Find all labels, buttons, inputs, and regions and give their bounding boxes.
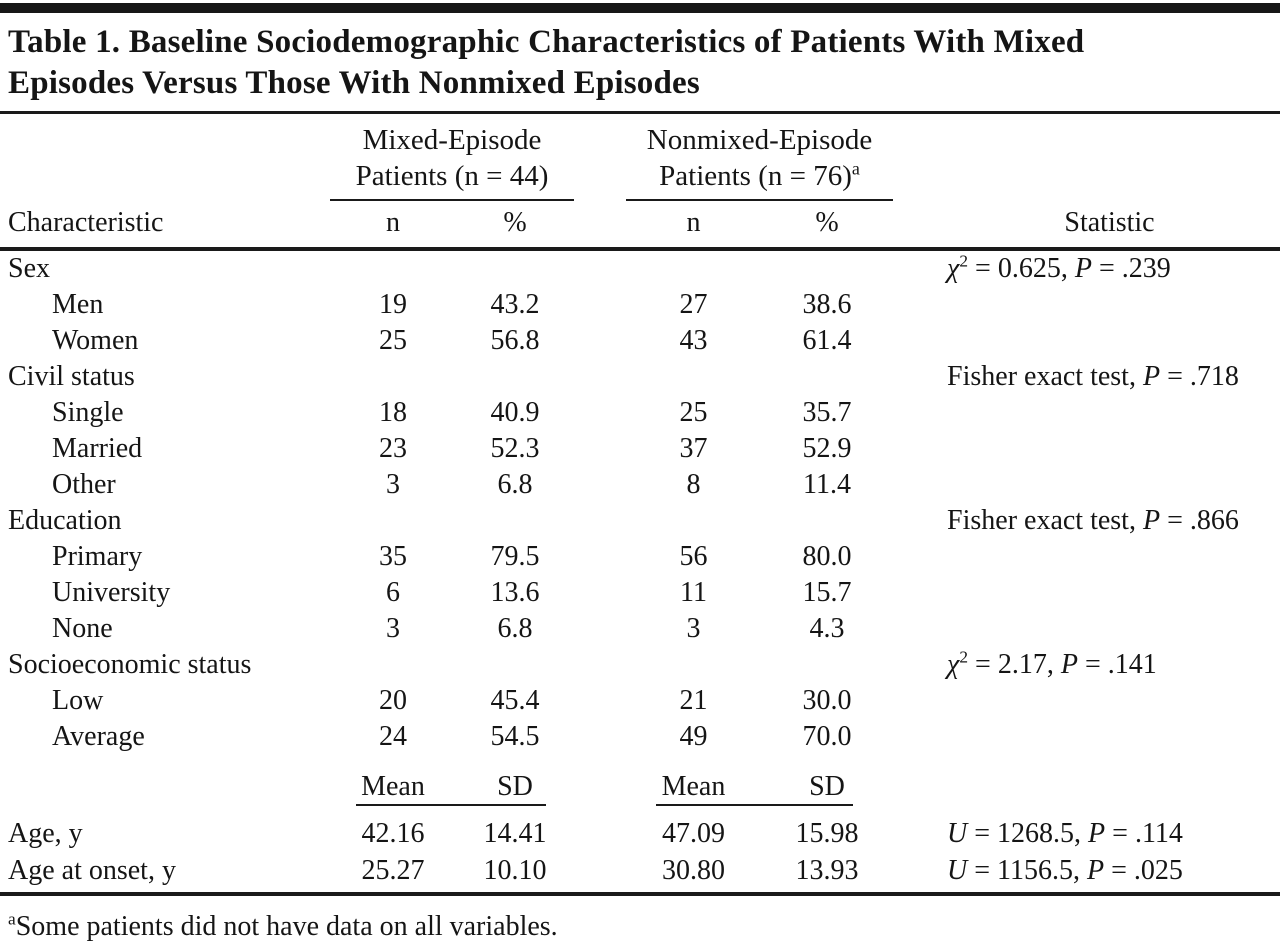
group1-mean-header: Mean xyxy=(361,771,425,802)
group1-header-cell: Mixed-Episode Patients (n = 44) xyxy=(330,114,574,201)
table-row-women: Women 25 56.8 43 61.4 xyxy=(0,323,1280,359)
characteristic-header: Characteristic xyxy=(0,201,330,251)
empty-cell xyxy=(893,114,1280,201)
mean-sd-underline-row xyxy=(0,803,1280,815)
group2-mean-sd-rule xyxy=(656,803,854,806)
row-label: University xyxy=(52,577,171,608)
group2-header: Nonmixed-Episode Patients (n = 76)a xyxy=(626,122,894,201)
group2-line1: Nonmixed-Episode xyxy=(646,124,873,156)
table-row-men: Men 19 43.2 27 38.6 xyxy=(0,287,1280,323)
table-row-none: None 3 6.8 3 4.3 xyxy=(0,611,1280,647)
group1-line1: Mixed-Episode xyxy=(362,124,542,156)
statistic-cell: Fisher exact test, P = .718 xyxy=(947,361,1239,392)
group2-line2: Patients (n = 76)a xyxy=(659,158,860,192)
group1-sd-header: SD xyxy=(497,771,533,802)
table-row-other: Other 3 6.8 8 11.4 xyxy=(0,467,1280,503)
row-label: Low xyxy=(52,685,104,716)
column-gap xyxy=(574,114,626,201)
row-label: Education xyxy=(8,505,122,536)
row-label: Primary xyxy=(52,541,143,572)
group-header-row: Mixed-Episode Patients (n = 44) Nonmixed… xyxy=(0,114,1280,201)
footnote-text: Some patients did not have data on all v… xyxy=(15,911,558,942)
row-label: Men xyxy=(52,289,104,320)
table-row-socioeconomic-status: Socioeconomic status χ2 = 2.17, P = .141 xyxy=(0,647,1280,683)
row-label: Average xyxy=(52,721,145,752)
table-footnote: aSome patients did not have data on all … xyxy=(0,896,1280,952)
row-label: Single xyxy=(52,397,124,428)
column-gap xyxy=(574,201,626,251)
table-row-sex: Sex χ2 = 0.625, P = .239 xyxy=(0,249,1280,287)
table-row-single: Single 18 40.9 25 35.7 xyxy=(0,395,1280,431)
group2-pct-header: % xyxy=(761,201,894,251)
table-row-age-at-onset: Age at onset, y 25.27 10.10 30.80 13.93 … xyxy=(0,852,1280,896)
empty-cell xyxy=(0,114,330,201)
footnote-marker: a xyxy=(851,158,860,179)
statistic-header: Statistic xyxy=(893,201,1280,251)
row-label: None xyxy=(52,613,113,644)
table-row-married: Married 23 52.3 37 52.9 xyxy=(0,431,1280,467)
row-label: Civil status xyxy=(8,361,135,392)
table-title-line1: Table 1. Baseline Sociodemographic Chara… xyxy=(8,24,1085,60)
group1-mean-sd-rule xyxy=(356,803,546,806)
baseline-characteristics-table: Mixed-Episode Patients (n = 44) Nonmixed… xyxy=(0,114,1280,896)
group1-line2: Patients (n = 44) xyxy=(355,160,549,192)
table-row-civil-status: Civil status Fisher exact test, P = .718 xyxy=(0,359,1280,395)
table-title-line2: Episodes Versus Those With Nonmixed Epis… xyxy=(8,65,700,101)
group2-mean-header: Mean xyxy=(661,771,726,802)
group2-sd-header: SD xyxy=(809,771,845,802)
statistic-cell: U = 1156.5, P = .025 xyxy=(893,852,1280,896)
row-label: Married xyxy=(52,433,143,464)
row-label: Age at onset, y xyxy=(0,852,330,896)
row-label: Women xyxy=(52,325,139,356)
row-label: Sex xyxy=(8,253,50,284)
statistic-cell: U = 1268.5, P = .114 xyxy=(947,818,1183,849)
table-header: Mixed-Episode Patients (n = 44) Nonmixed… xyxy=(0,114,1280,251)
column-header-row: Characteristic n % n % Statistic xyxy=(0,201,1280,251)
group1-header: Mixed-Episode Patients (n = 44) xyxy=(330,122,574,201)
table-row-education: Education Fisher exact test, P = .866 xyxy=(0,503,1280,539)
table-row-average: Average 24 54.5 49 70.0 xyxy=(0,719,1280,755)
row-label: Age, y xyxy=(8,818,83,849)
table-body: Sex χ2 = 0.625, P = .239 Men 19 43.2 27 … xyxy=(0,249,1280,896)
group2-n-header: n xyxy=(626,201,761,251)
footnote-marker: a xyxy=(8,909,16,929)
group1-n-header: n xyxy=(330,201,456,251)
statistic-cell: χ2 = 0.625, P = .239 xyxy=(947,251,1171,284)
group2-header-cell: Nonmixed-Episode Patients (n = 76)a xyxy=(626,114,894,201)
table-row-university: University 6 13.6 11 15.7 xyxy=(0,575,1280,611)
statistic-cell: χ2 = 2.17, P = .141 xyxy=(947,647,1157,680)
table-title: Table 1. Baseline Sociodemographic Chara… xyxy=(0,13,1280,114)
table-row-age: Age, y 42.16 14.41 47.09 15.98 U = 1268.… xyxy=(0,815,1280,852)
table-row-primary: Primary 35 79.5 56 80.0 xyxy=(0,539,1280,575)
statistic-cell: Fisher exact test, P = .866 xyxy=(947,505,1239,536)
row-label: Other xyxy=(52,469,116,500)
mean-sd-header-row: Mean SD Mean SD xyxy=(0,755,1280,803)
top-rule-bar xyxy=(0,3,1280,13)
row-label: Socioeconomic status xyxy=(8,649,252,680)
table-row-low: Low 20 45.4 21 30.0 xyxy=(0,683,1280,719)
group1-pct-header: % xyxy=(456,201,574,251)
